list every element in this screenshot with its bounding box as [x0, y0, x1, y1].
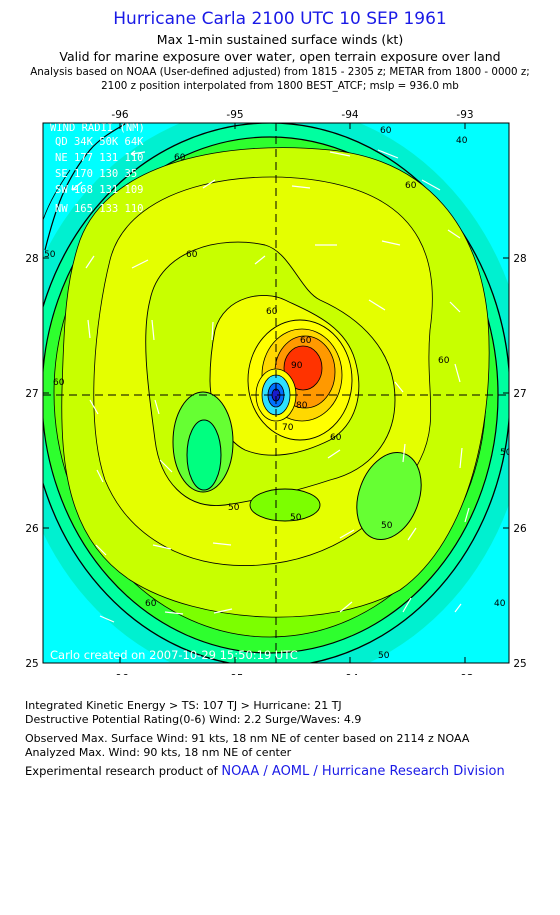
- kinetic-energy-line: Integrated Kinetic Energy > TS: 107 TJ >…: [25, 699, 342, 712]
- contour-label: 90: [291, 361, 303, 371]
- analyzed-max-wind-line: Analyzed Max. Wind: 90 kts, 18 nm NE of …: [25, 746, 292, 759]
- contour-label: 60: [300, 336, 312, 346]
- contour-label: 60: [405, 181, 417, 191]
- research-credit-prefix: Experimental research product of: [25, 764, 218, 778]
- contour-label: 50: [290, 513, 302, 523]
- lon-tick-label: -95: [226, 109, 243, 121]
- credit-text: Carlo created on 2007-10-29 15:50:19 UTC: [50, 648, 298, 662]
- lat-tick-label: 28: [513, 253, 526, 265]
- wind-field-map: 60 40 60 60 60 50 60 60 60 50 50 50 60 4…: [25, 109, 527, 675]
- lat-tick-label: 26: [513, 523, 527, 535]
- contour-label: 50: [381, 521, 393, 531]
- contour-label: 60: [186, 250, 198, 260]
- lon-tick-label: -96: [111, 673, 128, 675]
- contour-label: 80: [296, 401, 308, 411]
- contour-label: 60: [438, 356, 450, 366]
- contour-label: 60: [330, 433, 342, 443]
- lat-tick-label: 25: [513, 658, 526, 670]
- contour-label: 40: [456, 136, 468, 146]
- lon-tick-label: -96: [111, 109, 128, 121]
- position-note: 2100 z position interpolated from 1800 B…: [101, 80, 459, 92]
- wind-radii-header: QD 34K 50K 64K: [55, 136, 144, 148]
- contour-label: 60: [145, 599, 157, 609]
- exposure-note: Valid for marine exposure over water, op…: [59, 49, 501, 64]
- contour-label: 60: [380, 126, 392, 136]
- observed-max-wind-line: Observed Max. Surface Wind: 91 kts, 18 n…: [25, 732, 470, 745]
- wind-radii-row: NE 177 131 110: [55, 152, 144, 164]
- lon-tick-label: -94: [341, 673, 358, 675]
- lat-tick-label: 27: [513, 388, 526, 400]
- wind-radii-table: WIND RADII (NM) QD 34K 50K 64K NE 177 13…: [50, 122, 145, 215]
- research-credit: Experimental research product of NOAA / …: [25, 764, 505, 779]
- lat-tick-label: 25: [25, 658, 38, 670]
- map-title: Hurricane Carla 2100 UTC 10 SEP 1961: [113, 9, 447, 29]
- lon-tick-label: -95: [226, 673, 243, 675]
- contour-label: 40: [494, 599, 506, 609]
- lat-tick-label: 28: [25, 253, 38, 265]
- lon-tick-label: -93: [456, 673, 473, 675]
- map-subtitle: Max 1-min sustained surface winds (kt): [156, 32, 404, 47]
- destructive-potential-line: Destructive Potential Rating(0-6) Wind: …: [25, 713, 362, 726]
- wind-radii-row: SW 168 131 109: [55, 184, 144, 196]
- lat-tick-label: 26: [25, 523, 39, 535]
- wind-radii-title: WIND RADII (NM): [50, 122, 145, 134]
- hrd-link[interactable]: NOAA / AOML / Hurricane Research Divisio…: [221, 764, 505, 779]
- wind-contours: 60 40 60 60 60 50 60 60 60 50 50 50 60 4…: [43, 122, 512, 663]
- contour-label: 70: [282, 423, 294, 433]
- contour-label: 60: [53, 378, 65, 388]
- analysis-sources: Analysis based on NOAA (User-defined adj…: [30, 66, 530, 78]
- contour-label: 50: [378, 651, 390, 661]
- wind-radii-row: NW 165 133 110: [55, 203, 144, 215]
- contour-label: 50: [228, 503, 240, 513]
- contour-label: 60: [266, 307, 278, 317]
- contour-label: 50: [500, 448, 512, 458]
- lon-tick-label: -94: [341, 109, 358, 121]
- wind-radii-row: SE 170 130 35: [55, 168, 137, 180]
- contour-label: 50: [44, 250, 56, 260]
- contour-label: 60: [174, 153, 186, 163]
- lon-tick-label: -93: [456, 109, 473, 121]
- lat-tick-label: 27: [25, 388, 38, 400]
